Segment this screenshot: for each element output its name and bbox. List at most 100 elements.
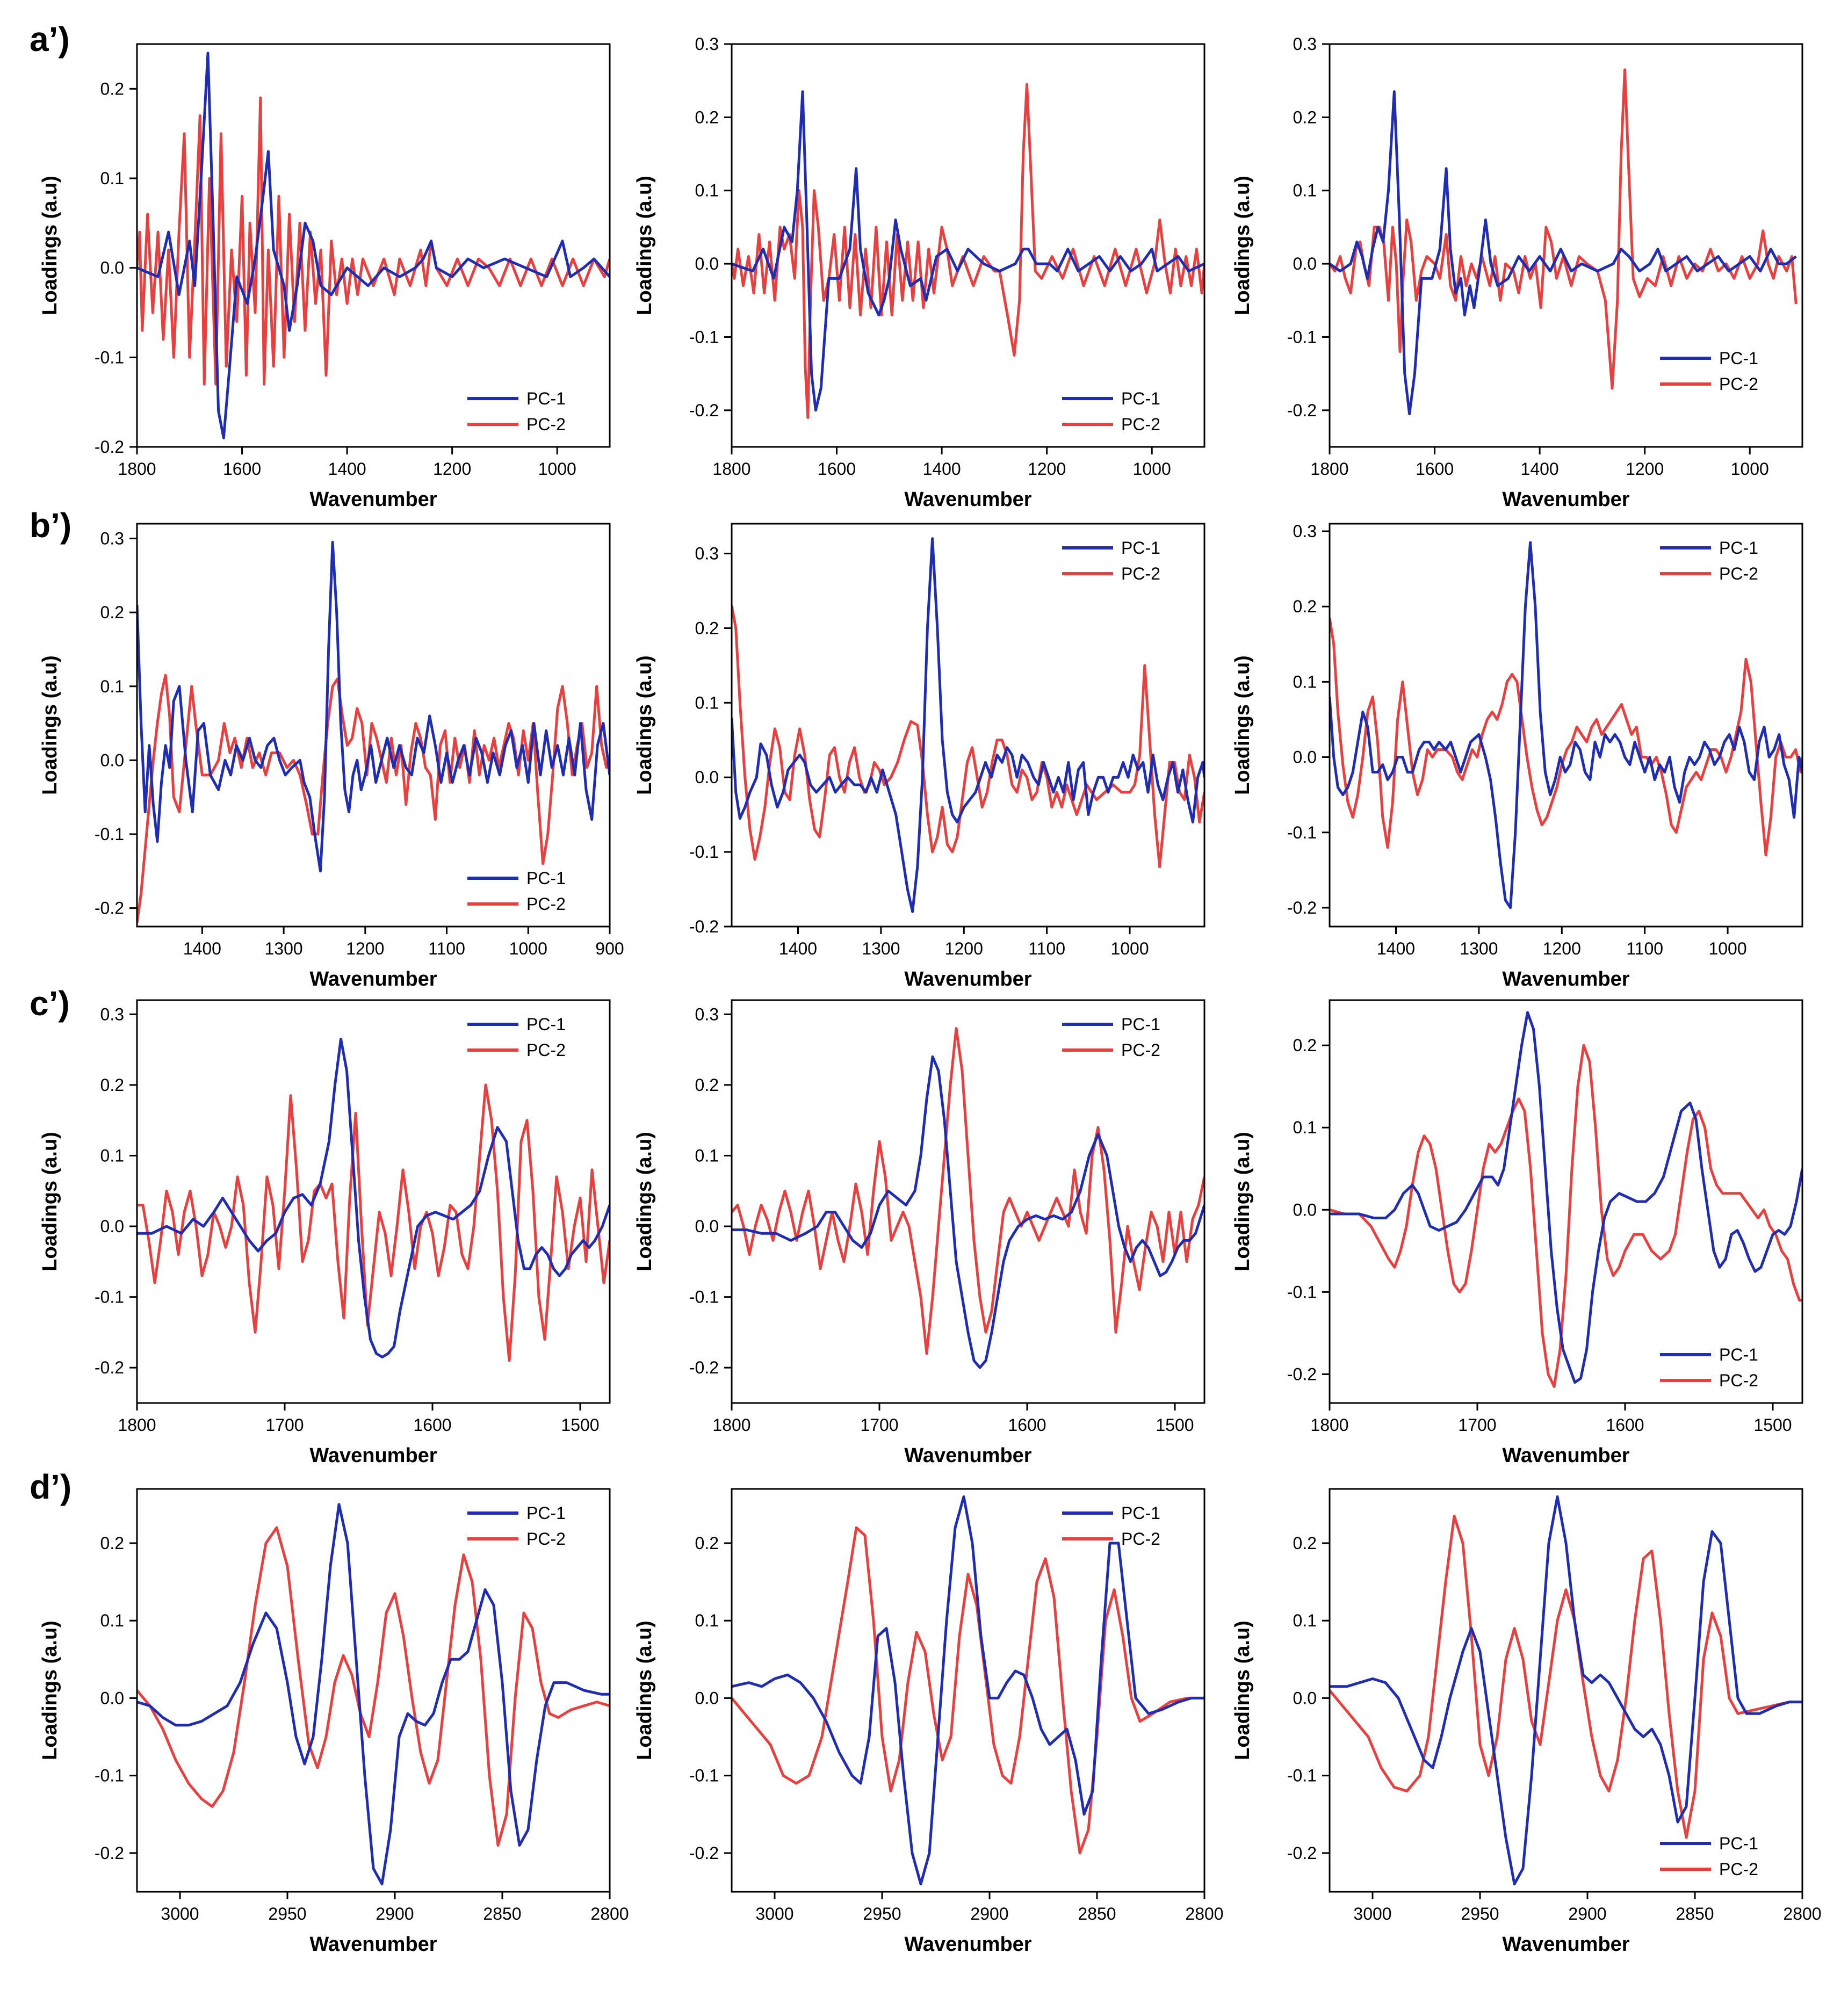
chart-panel-a3: 1800 1600 1400 1200 1000 -0.2 -0.1 0.0 0.1 0.2 0.3… xyxy=(1231,34,1803,511)
chart-panel-d3: 3000 2950 2900 2850 2800 -0.2 -0.1 0.0 0.1 0.2 Wav… xyxy=(1231,1488,1822,1956)
chart-panels: 1800 1600 1400 1200 1000 -0.2 -0.1 0.0 0.1 0.2 Wav… xyxy=(39,34,1822,1956)
series-line-pc-2 xyxy=(137,1526,610,1847)
y-axis-title: Loadings (a.u) xyxy=(1231,176,1254,315)
x-tick-label: 1800 xyxy=(1310,1415,1348,1435)
x-tick-label: 1700 xyxy=(1458,1415,1496,1435)
y-tick-label: 0.0 xyxy=(1293,254,1317,273)
x-tick-label: 2850 xyxy=(1676,1904,1714,1923)
y-tick-label: 0.1 xyxy=(100,677,124,696)
x-tick-label: 1200 xyxy=(346,939,384,958)
legend-label-pc-1: PC-1 xyxy=(1719,1834,1758,1853)
chart-panel-b3: 1400 1300 1200 1100 1000 -0.2 -0.1 0.0 0.1 0.2 0.3… xyxy=(1231,522,1803,990)
x-tick-label: 1300 xyxy=(265,939,303,958)
y-axis-title: Loadings (a.u) xyxy=(39,655,61,795)
legend-label-pc-2: PC-2 xyxy=(1121,415,1160,434)
y-tick-label: 0.2 xyxy=(100,603,124,622)
x-tick-label: 1800 xyxy=(118,1415,156,1435)
y-tick-label: 0.0 xyxy=(100,1217,124,1236)
y-tick-label: 0.0 xyxy=(100,1688,124,1708)
legend-label-pc-1: PC-1 xyxy=(1121,1503,1160,1523)
y-tick-label: 0.3 xyxy=(100,1004,124,1024)
series-line-pc-2 xyxy=(1330,617,1802,857)
legend-label-pc-2: PC-2 xyxy=(1719,1371,1758,1390)
plot-frame xyxy=(731,1488,1205,1893)
series-line-pc-2 xyxy=(1330,1515,1802,1839)
y-tick-label: -0.2 xyxy=(689,1358,719,1377)
y-axis-title: Loadings (a.u) xyxy=(39,1132,61,1271)
series-line-pc-2 xyxy=(732,605,1204,869)
legend-label-pc-2: PC-2 xyxy=(1121,1040,1160,1060)
y-tick-label: -0.1 xyxy=(95,348,124,367)
legend-label-pc-2: PC-2 xyxy=(526,415,566,434)
series-line-pc-1 xyxy=(137,1503,610,1886)
x-tick-label: 2950 xyxy=(1461,1904,1499,1923)
x-axis-title: Wavenumber xyxy=(309,488,437,511)
y-tick-label: 0.3 xyxy=(695,544,719,563)
y-tick-label: -0.1 xyxy=(689,1288,719,1307)
x-tick-label: 2850 xyxy=(483,1904,521,1923)
x-tick-label: 1800 xyxy=(1310,459,1348,479)
series-line-pc-1 xyxy=(137,52,610,439)
y-tick-label: 0.1 xyxy=(695,181,719,200)
x-tick-label: 1200 xyxy=(1543,939,1581,958)
x-tick-label: 1600 xyxy=(1416,459,1454,479)
x-tick-label: 1200 xyxy=(1028,459,1066,479)
series-line-pc-2 xyxy=(1330,1044,1802,1388)
y-tick-label: -0.1 xyxy=(1287,327,1317,346)
x-tick-label: 2950 xyxy=(863,1904,901,1923)
series-line-pc-1 xyxy=(732,537,1204,913)
y-tick-label: 0.2 xyxy=(695,1075,719,1095)
x-tick-label: 1000 xyxy=(538,459,576,479)
y-tick-label: -0.2 xyxy=(1287,1364,1317,1384)
y-tick-label: 0.2 xyxy=(100,79,124,98)
row-label-b: b’) xyxy=(30,506,71,545)
y-tick-label: 0.2 xyxy=(1293,1534,1317,1553)
y-tick-label: 0.2 xyxy=(100,1075,124,1095)
y-tick-label: -0.1 xyxy=(689,1766,719,1785)
y-axis-title: Loadings (a.u) xyxy=(1231,655,1254,795)
x-tick-label: 2900 xyxy=(376,1904,414,1923)
y-tick-label: -0.1 xyxy=(689,327,719,346)
y-tick-label: 0.0 xyxy=(695,254,719,273)
y-tick-label: -0.1 xyxy=(1287,1766,1317,1785)
x-tick-label: 2950 xyxy=(268,1904,306,1923)
legend-label-pc-1: PC-1 xyxy=(1121,389,1160,408)
y-tick-label: 0.2 xyxy=(1293,107,1317,127)
y-axis-title: Loadings (a.u) xyxy=(1231,1621,1254,1760)
y-tick-label: 0.3 xyxy=(1293,522,1317,541)
row-label-a: a’) xyxy=(30,20,70,59)
y-tick-label: -0.2 xyxy=(95,1358,124,1377)
x-tick-label: 1700 xyxy=(860,1415,898,1435)
x-tick-label: 1400 xyxy=(923,459,961,479)
x-axis-title: Wavenumber xyxy=(1502,1444,1629,1467)
y-tick-label: 0.1 xyxy=(695,693,719,712)
x-tick-label: 1600 xyxy=(1008,1415,1046,1435)
x-axis-title: Wavenumber xyxy=(1502,488,1629,511)
legend-label-pc-2: PC-2 xyxy=(1121,1529,1160,1549)
y-axis-title: Loadings (a.u) xyxy=(633,1621,656,1760)
y-tick-label: -0.2 xyxy=(95,1843,124,1863)
chart-panel-c1: 1800 1700 1600 1500 -0.2 -0.1 0.0 0.1 0.2 0.3 Wave… xyxy=(39,999,611,1467)
x-tick-label: 3000 xyxy=(1353,1904,1391,1923)
row-label-c: c’) xyxy=(30,984,70,1023)
plot-frame xyxy=(1329,43,1803,448)
x-tick-label: 1600 xyxy=(223,459,261,479)
x-tick-label: 1400 xyxy=(183,939,221,958)
y-tick-label: -0.2 xyxy=(1287,898,1317,917)
series-line-pc-1 xyxy=(137,540,610,873)
y-tick-label: -0.2 xyxy=(95,899,124,918)
y-tick-label: 0.1 xyxy=(695,1611,719,1630)
x-tick-label: 3000 xyxy=(755,1904,793,1923)
series-line-pc-1 xyxy=(732,90,1204,412)
chart-panel-d2: 3000 2950 2900 2850 2800 -0.2 -0.1 0.0 0.1 0.2 Wav… xyxy=(633,1488,1224,1956)
chart-panel-b1: 1400 1300 1200 1100 1000 900 -0.2 -0.1 0.0 0.1 0.2… xyxy=(39,523,624,990)
y-tick-label: 0.0 xyxy=(1293,748,1317,767)
y-tick-label: 0.3 xyxy=(1293,34,1317,54)
plot-frame xyxy=(1329,523,1803,928)
x-tick-label: 2900 xyxy=(970,1904,1008,1923)
y-tick-label: -0.1 xyxy=(95,1766,124,1785)
legend-label-pc-1: PC-1 xyxy=(1719,1345,1758,1364)
y-axis-title: Loadings (a.u) xyxy=(633,655,656,795)
y-tick-label: -0.1 xyxy=(1287,823,1317,842)
